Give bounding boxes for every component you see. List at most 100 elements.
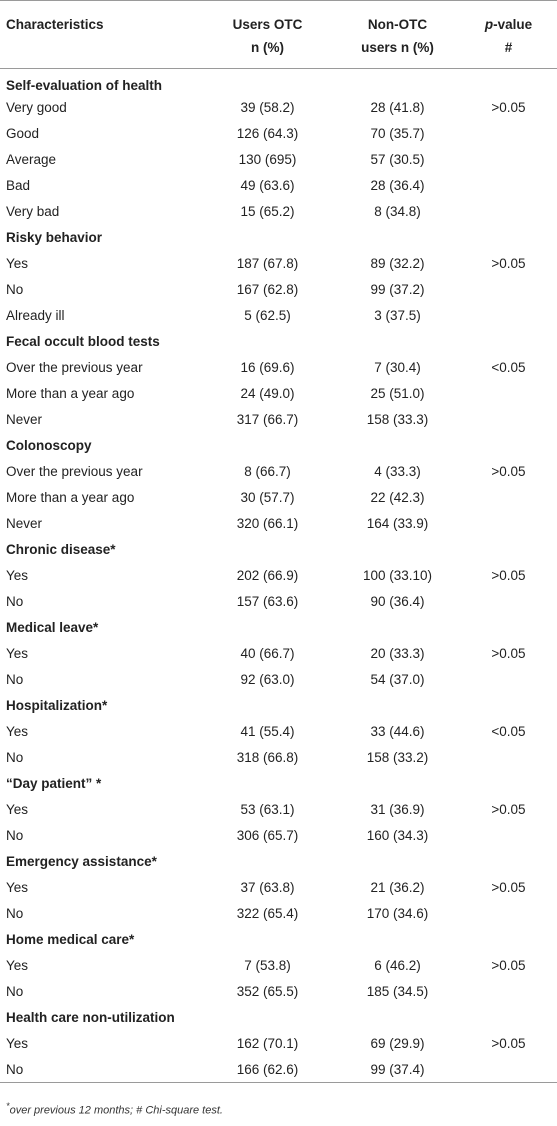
p-value-cell: >0.05 (491, 568, 526, 583)
data-row: No 167 (62.8) 99 (37.2) (0, 277, 557, 303)
nonusers-cell: 99 (37.4) (335, 1056, 460, 1083)
row-label: More than a year ago (6, 490, 135, 505)
data-row: Yes 162 (70.1) 69 (29.9) >0.05 (0, 1031, 557, 1057)
section-title: Health care non-utilization (6, 1010, 175, 1025)
row-label: Very good (6, 100, 67, 115)
nonusers-cell: 28 (41.8) (370, 100, 425, 115)
row-label: Good (6, 126, 40, 141)
data-row: Yes 187 (67.8) 89 (32.2) >0.05 (0, 251, 557, 277)
nonusers-cell: 6 (46.2) (374, 958, 421, 973)
section-row: Health care non-utilization (0, 1005, 557, 1031)
header-text: n (%) (251, 40, 284, 55)
data-row: Yes 53 (63.1) 31 (36.9) >0.05 (0, 797, 557, 823)
row-label: Yes (6, 1036, 29, 1051)
row-label: No (6, 594, 24, 609)
users-cell: 187 (67.8) (236, 256, 299, 271)
users-cell: 30 (57.7) (240, 490, 295, 505)
data-row: No 318 (66.8) 158 (33.2) (0, 745, 557, 771)
section-row: Fecal occult blood tests (0, 329, 557, 355)
section-title: Self-evaluation of health (6, 78, 163, 94)
empty-cell (460, 199, 557, 225)
table-body: Self-evaluation of health Very good 39 (58… (0, 69, 557, 1083)
section-row: Risky behavior (0, 225, 557, 251)
p-value-cell: >0.05 (491, 1036, 526, 1051)
header-text: p (484, 17, 494, 32)
p-value-cell: <0.05 (491, 724, 526, 739)
section-title: Risky behavior (6, 230, 103, 245)
empty-cell (460, 147, 557, 173)
row-label: Bad (6, 178, 31, 193)
section-row: Emergency assistance* (0, 849, 557, 875)
section-row: Colonoscopy (0, 433, 557, 459)
nonusers-cell: 100 (33.10) (362, 568, 433, 583)
row-label: No (0, 1056, 200, 1083)
nonusers-cell: 8 (34.8) (374, 204, 421, 219)
data-table: Characteristics Users OTC n (%) Non-OTC us… (0, 0, 557, 1083)
nonusers-cell: 20 (33.3) (370, 646, 425, 661)
row-label: More than a year ago (6, 386, 135, 401)
data-row: No 306 (65.7) 160 (34.3) (0, 823, 557, 849)
p-value-cell: >0.05 (491, 100, 526, 115)
nonusers-cell: 21 (36.2) (370, 880, 425, 895)
nonusers-cell: 33 (44.6) (370, 724, 425, 739)
empty-cell (460, 1056, 557, 1083)
empty-cell (460, 407, 557, 433)
nonusers-cell: 160 (34.3) (366, 828, 429, 843)
header-cell: Characteristics (0, 0, 200, 69)
data-row: More than a year ago 24 (49.0) 25 (51.0) (0, 381, 557, 407)
users-cell: 15 (65.2) (240, 204, 295, 219)
nonusers-cell: 158 (33.3) (366, 412, 429, 427)
users-cell: 53 (63.1) (240, 802, 295, 817)
section-title: Fecal occult blood tests (6, 334, 160, 349)
row-label: Yes (6, 802, 29, 817)
users-cell: 130 (695) (238, 152, 297, 167)
nonusers-cell: 90 (36.4) (370, 594, 425, 609)
data-row: Over the previous year 8 (66.7) 4 (33.3) >0… (0, 459, 557, 485)
header-cell: p-value # (460, 0, 557, 69)
row-label: Yes (6, 568, 29, 583)
data-row: Bad 49 (63.6) 28 (36.4) (0, 173, 557, 199)
data-row: More than a year ago 30 (57.7) 22 (42.3) (0, 485, 557, 511)
data-row: No 157 (63.6) 90 (36.4) (0, 589, 557, 615)
footnote-text: over previous 12 months; # Chi-square te… (9, 1104, 223, 1117)
data-row: Yes 202 (66.9) 100 (33.10) >0.05 (0, 563, 557, 589)
data-row: Yes 7 (53.8) 6 (46.2) >0.05 (0, 953, 557, 979)
users-cell: 157 (63.6) (236, 594, 299, 609)
users-cell: 41 (55.4) (240, 724, 295, 739)
footnote: *over previous 12 months; # Chi-square t… (6, 1101, 223, 1117)
data-row: No 352 (65.5) 185 (34.5) (0, 979, 557, 1005)
empty-cell (460, 901, 557, 927)
users-cell: 320 (66.1) (236, 516, 299, 531)
section-row: “Day patient” * (0, 771, 557, 797)
row-label: No (6, 750, 24, 765)
section-row: Medical leave* (0, 615, 557, 641)
row-label: Already ill (6, 308, 65, 323)
section-title: Home medical care* (6, 932, 135, 947)
header-text: # (504, 40, 513, 55)
nonusers-cell: 185 (34.5) (366, 984, 429, 999)
table-header: Characteristics Users OTC n (%) Non-OTC us… (0, 0, 557, 69)
row-label: Yes (6, 958, 29, 973)
p-value-cell: >0.05 (491, 880, 526, 895)
row-label: No (6, 282, 24, 297)
users-cell: 306 (65.7) (236, 828, 299, 843)
section-row: Hospitalization* (0, 693, 557, 719)
data-row: Very bad 15 (65.2) 8 (34.8) (0, 199, 557, 225)
nonusers-cell: 25 (51.0) (370, 386, 425, 401)
section-title: Hospitalization* (6, 698, 108, 713)
users-cell: 202 (66.9) (236, 568, 299, 583)
users-cell: 317 (66.7) (236, 412, 299, 427)
users-cell: 5 (62.5) (244, 308, 291, 323)
header-text: Characteristics (6, 17, 104, 32)
data-row: Yes 40 (66.7) 20 (33.3) >0.05 (0, 641, 557, 667)
nonusers-cell: 54 (37.0) (370, 672, 425, 687)
header-row: Characteristics Users OTC n (%) Non-OTC us… (0, 0, 557, 69)
empty-cell (460, 589, 557, 615)
row-label: No (6, 984, 24, 999)
p-value-cell: >0.05 (491, 646, 526, 661)
empty-cell (460, 303, 557, 329)
data-row: Average 130 (695) 57 (30.5) (0, 147, 557, 173)
nonusers-cell: 99 (37.2) (370, 282, 425, 297)
data-row: No 166 (62.6) 99 (37.4) (0, 1056, 557, 1083)
data-row: Yes 41 (55.4) 33 (44.6) <0.05 (0, 719, 557, 745)
